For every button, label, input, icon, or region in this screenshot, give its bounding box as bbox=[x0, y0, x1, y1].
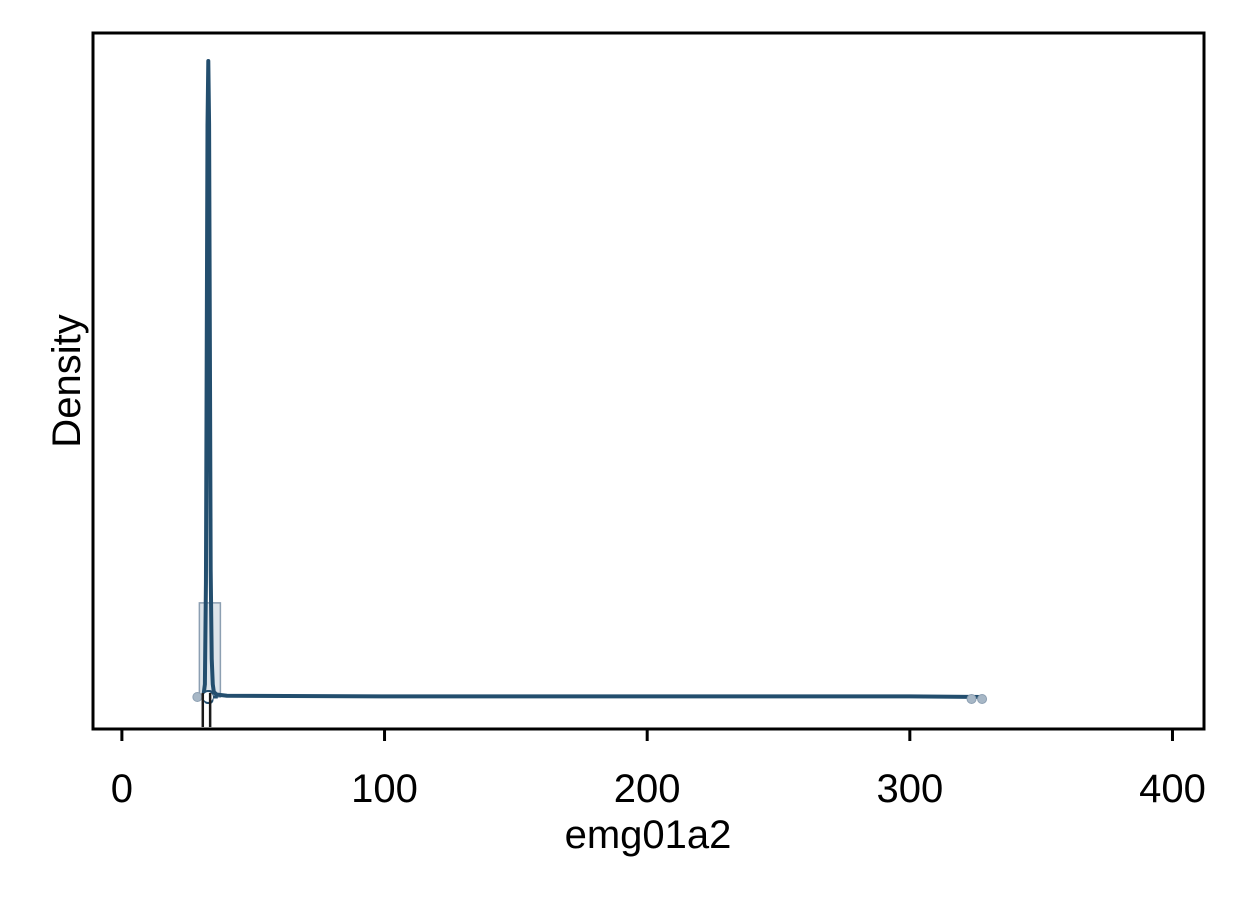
x-tick-label: 0 bbox=[111, 767, 133, 811]
x-axis-title: emg01a2 bbox=[565, 813, 732, 857]
y-axis-title: Density bbox=[45, 314, 89, 447]
boxplot-whisker-end-point bbox=[192, 692, 203, 702]
outlier-point bbox=[977, 694, 988, 704]
density-curve bbox=[201, 59, 986, 699]
outlier-point bbox=[966, 694, 977, 704]
marks-layer bbox=[192, 59, 988, 727]
x-tick-label: 100 bbox=[351, 767, 418, 811]
x-tick-label: 200 bbox=[614, 767, 681, 811]
x-tick-label: 400 bbox=[1139, 767, 1206, 811]
x-tick-label: 300 bbox=[876, 767, 943, 811]
x-axis-ticks: 0 100 200 300 400 bbox=[111, 729, 1206, 811]
boxplot-median bbox=[203, 692, 214, 702]
